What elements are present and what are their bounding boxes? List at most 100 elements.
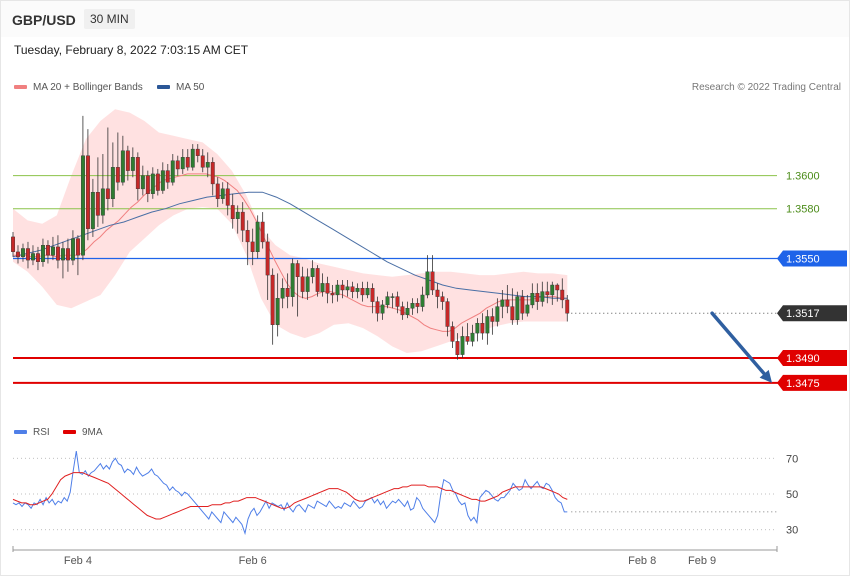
candle [210, 157, 215, 196]
candle [31, 245, 35, 266]
candle [470, 324, 475, 347]
candle-body [250, 241, 255, 252]
candle-body [26, 248, 30, 261]
ma50-line [12, 191, 568, 299]
level-tag-1.3517 [777, 305, 847, 322]
candle [525, 294, 530, 317]
candle [505, 285, 510, 314]
candle [185, 149, 190, 171]
candle [395, 291, 400, 314]
candle-body [46, 244, 50, 256]
candle [90, 178, 95, 237]
level-label-1.3475: 1.3475 [786, 378, 820, 390]
candle-body [525, 304, 530, 314]
candle [500, 289, 505, 319]
candle [445, 298, 450, 337]
candle [490, 308, 495, 335]
candle-body [90, 191, 95, 229]
candle-body [160, 170, 165, 191]
candle-body [51, 246, 55, 256]
candle [105, 127, 110, 211]
candle [145, 170, 150, 203]
candle-body [280, 288, 285, 299]
candle [85, 129, 90, 241]
candle-body [370, 288, 375, 302]
candle [100, 154, 105, 224]
candle-body [540, 291, 545, 302]
candle [56, 235, 60, 269]
candle [545, 281, 550, 304]
candle-body [500, 299, 505, 307]
candle-body [285, 288, 290, 297]
candle-body [425, 271, 430, 296]
level-label-1.3580: 1.3580 [786, 204, 820, 216]
candle [455, 333, 460, 360]
candle-body [75, 238, 80, 256]
candle-body [330, 293, 335, 296]
candle-body [165, 170, 170, 183]
ma9-swatch [63, 430, 76, 435]
candle-body [465, 336, 470, 342]
candle-body [105, 188, 110, 199]
candle [515, 291, 520, 325]
candle [425, 255, 430, 299]
x-tick-label: Feb 6 [239, 555, 267, 567]
candle [200, 149, 205, 173]
rsi-tick-30: 30 [786, 525, 798, 537]
candle [61, 241, 65, 279]
candle-body [560, 289, 565, 301]
candle [285, 273, 290, 309]
level-label-1.3600: 1.3600 [786, 171, 820, 183]
candle [380, 299, 385, 320]
candle-body [460, 336, 465, 355]
candle [325, 276, 330, 304]
candle [180, 149, 185, 174]
candle-body [56, 246, 60, 261]
candle-body [135, 157, 140, 190]
legend-ma50: MA 50 [157, 82, 204, 93]
ma20-line [13, 173, 568, 332]
candle-body [220, 188, 225, 199]
candle-body [21, 248, 25, 258]
ma20-legend-label: MA 20 + Bollinger Bands [33, 82, 143, 93]
candle [450, 321, 455, 349]
candle-body [395, 296, 400, 307]
candle-body [305, 276, 310, 292]
candle [260, 212, 265, 249]
candle [400, 301, 405, 320]
candle [435, 283, 440, 309]
candle [275, 273, 280, 337]
candle-body [70, 238, 75, 261]
candle [75, 235, 80, 276]
candle-body [420, 294, 425, 307]
candle [95, 157, 100, 227]
candle [235, 205, 240, 234]
candle-body [65, 248, 70, 261]
x-tick-label: Feb 4 [64, 555, 92, 567]
rsi-tick-50: 50 [786, 489, 798, 501]
candle-body [80, 155, 85, 256]
candle-body [290, 263, 295, 297]
candle-body [475, 323, 480, 334]
candle-body [240, 211, 245, 231]
rsi-9ma-line [12, 472, 568, 520]
candle [560, 278, 565, 309]
candle-body [510, 306, 515, 321]
candle [540, 281, 545, 307]
ma50-legend-label: MA 50 [176, 82, 205, 93]
candle [225, 182, 230, 216]
candle [215, 177, 220, 208]
candle [65, 238, 70, 272]
candle [330, 285, 335, 304]
candle-body [355, 288, 360, 292]
candle-body [260, 221, 265, 243]
candle [41, 238, 45, 267]
candle [11, 231, 16, 257]
candle [345, 280, 350, 297]
x-tick-label: Feb 8 [628, 555, 656, 567]
timeframe-badge[interactable]: 30 MIN [84, 9, 135, 29]
level-tag-1.3475 [777, 374, 847, 391]
candle [315, 265, 320, 297]
